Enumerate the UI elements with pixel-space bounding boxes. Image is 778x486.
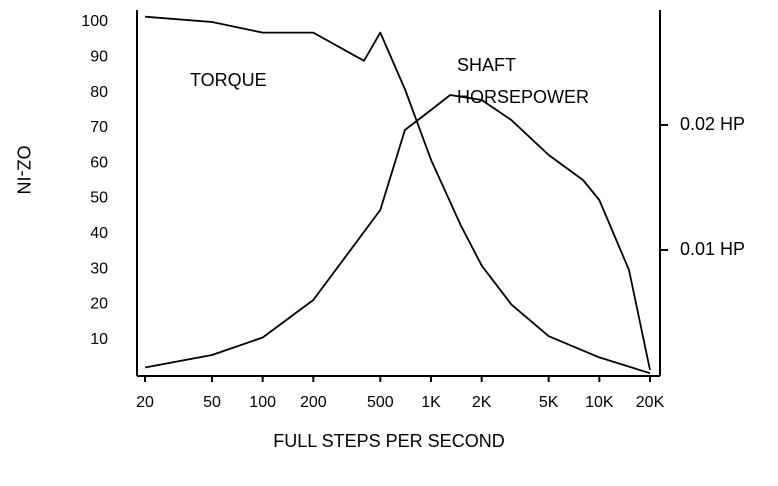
x-tick-label: 20K: [636, 394, 665, 411]
annotation: HORSEPOWER: [457, 87, 589, 107]
y-tick-label: 50: [90, 190, 108, 207]
x-tick-label: 2K: [472, 394, 492, 411]
x-tick-label: 200: [300, 394, 327, 411]
y-tick-label: 60: [90, 154, 108, 171]
series-line: [144, 94, 651, 371]
y-tick-label: 90: [90, 49, 108, 66]
y-tick-label: 30: [90, 260, 108, 277]
y-tick-label: 100: [81, 13, 108, 30]
y2-tick-label: 0.01 HP: [680, 239, 745, 259]
x-tick-label: 1K: [421, 394, 441, 411]
x-tick-label: 50: [203, 394, 221, 411]
y2-tick-label: 0.02 HP: [680, 114, 745, 134]
x-tick-label: 100: [249, 394, 276, 411]
y-tick-label: 80: [90, 84, 108, 101]
y-tick-label: 20: [90, 296, 108, 313]
x-tick-label: 10K: [585, 394, 614, 411]
series-line: [144, 15, 651, 375]
x-tick-label: 500: [367, 394, 394, 411]
y-tick-label: 10: [90, 331, 108, 348]
y-axis-label: OZ-IN: [13, 146, 33, 195]
x-axis-label: FULL STEPS PER SECOND: [273, 431, 504, 451]
annotation: SHAFT: [457, 55, 516, 75]
x-tick-label: 5K: [539, 394, 559, 411]
x-tick-label: 20: [136, 394, 154, 411]
annotation: TORQUE: [190, 70, 267, 90]
y-tick-label: 70: [90, 119, 108, 136]
y-tick-label: 40: [90, 225, 108, 242]
